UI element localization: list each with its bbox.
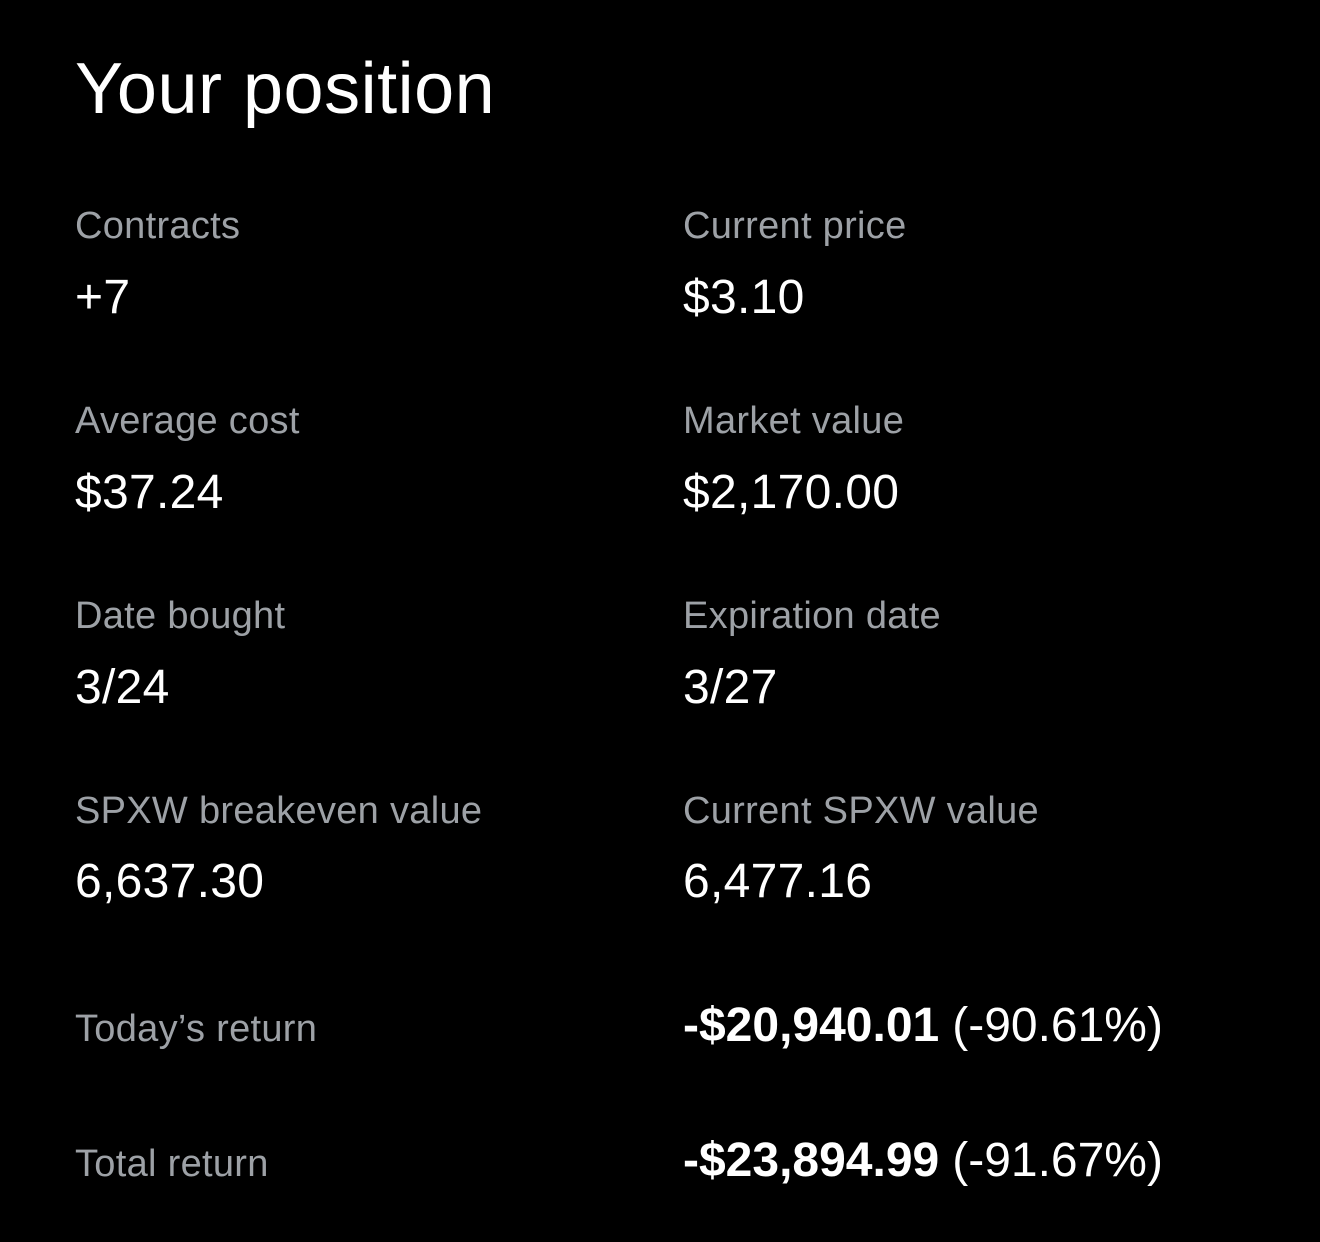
stat-label: Market value	[683, 400, 905, 443]
stat-contracts: Contracts +7	[75, 204, 683, 325]
stat-date-bought: Date bought 3/24	[75, 594, 683, 715]
stat-label: Contracts	[75, 205, 241, 248]
page-title: Your position	[75, 49, 496, 129]
stat-average-cost: Average cost $37.24	[75, 399, 683, 520]
return-amount: -$20,940.01	[683, 998, 940, 1052]
stat-current-spxw-value: Current SPXW value 6,477.16	[683, 789, 1245, 910]
stat-label: Date bought	[75, 594, 286, 637]
stat-value: $2,170.00	[683, 465, 900, 519]
stat-label: Expiration date	[683, 594, 941, 637]
return-label: Total return	[75, 1142, 269, 1185]
stat-label: Current SPXW value	[683, 789, 1039, 832]
return-value: -$20,940.01 (-90.61%)	[683, 998, 1245, 1053]
returns-section: Today’s return -$20,940.01 (-90.61%) Tota…	[75, 996, 1245, 1188]
stat-current-price: Current price $3.10	[683, 204, 1245, 325]
stat-value: $37.24	[75, 465, 224, 519]
stat-label: Current price	[683, 205, 907, 248]
return-percent: (-90.61%)	[952, 998, 1163, 1052]
stats-grid: Contracts +7 Current price $3.10 Average…	[75, 204, 1245, 909]
return-value: -$23,894.99 (-91.67%)	[683, 1133, 1245, 1188]
return-percent: (-91.67%)	[952, 1133, 1163, 1187]
stat-value: 3/24	[75, 660, 170, 714]
stat-value: 6,637.30	[75, 855, 265, 909]
stat-value: +7	[75, 270, 131, 324]
return-amount: -$23,894.99	[683, 1133, 940, 1187]
stat-value: 3/27	[683, 660, 778, 714]
stat-label: SPXW breakeven value	[75, 789, 483, 832]
stat-value: 6,477.16	[683, 855, 873, 909]
stat-market-value: Market value $2,170.00	[683, 399, 1245, 520]
stat-label: Average cost	[75, 400, 300, 443]
return-label: Today’s return	[75, 1007, 318, 1050]
stat-expiration-date: Expiration date 3/27	[683, 594, 1245, 715]
stat-spxw-breakeven-value: SPXW breakeven value 6,637.30	[75, 789, 683, 910]
stat-value: $3.10	[683, 270, 805, 324]
